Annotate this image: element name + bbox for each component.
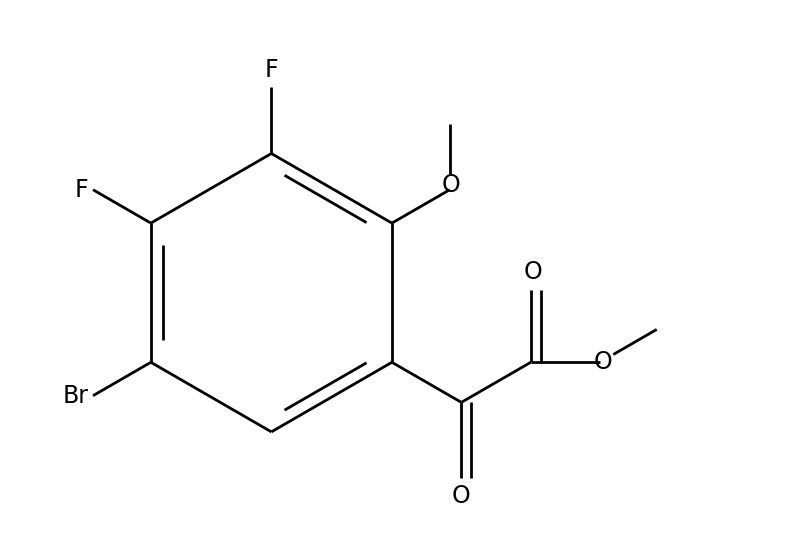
Text: F: F <box>265 59 278 82</box>
Text: O: O <box>441 173 460 197</box>
Text: O: O <box>523 261 543 284</box>
Text: O: O <box>594 351 612 374</box>
Text: Br: Br <box>62 384 88 408</box>
Text: F: F <box>75 178 88 201</box>
Text: O: O <box>452 484 471 508</box>
